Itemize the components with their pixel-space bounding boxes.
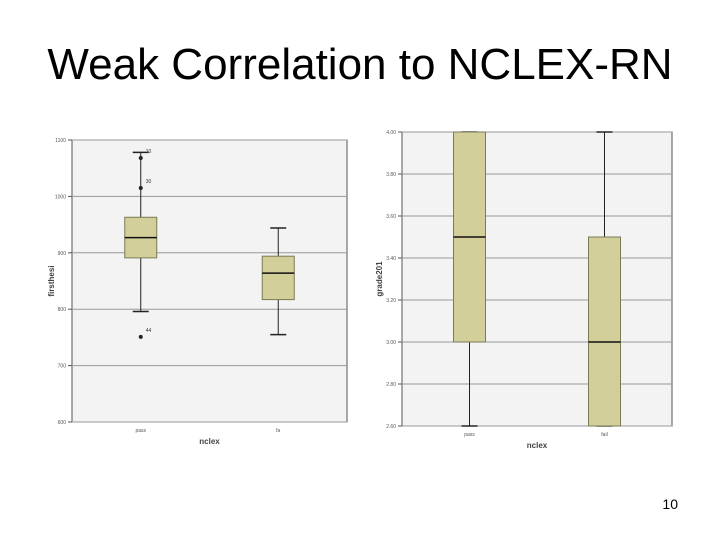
- y-tick-label: 800: [58, 307, 67, 313]
- boxplot-firsthesi: 600 700 800 900 1000 1100 pass fa 10 30 44 nclex fir…: [47, 138, 348, 446]
- y-tick-label: 600: [58, 420, 67, 426]
- y-tick-label: 3.80: [386, 172, 396, 178]
- y-tick-label: 4.00: [386, 130, 396, 136]
- y-tick-label: 700: [58, 364, 67, 370]
- x-tick-label: pass: [135, 428, 146, 434]
- x-tick-label: fail: [601, 432, 607, 438]
- outlier-point: [138, 156, 143, 161]
- y-tick-label: 3.00: [386, 340, 396, 346]
- y-tick-label: 2.80: [386, 382, 396, 388]
- slide-number: 10: [662, 496, 678, 512]
- x-tick-label: fa: [276, 428, 280, 434]
- y-tick-label: 1100: [55, 138, 66, 144]
- slide-title: Weak Correlation to NCLEX-RN: [47, 40, 673, 89]
- x-tick-label: pass: [464, 432, 475, 438]
- box-fail: [588, 236, 621, 427]
- outlier-label: 30: [146, 179, 152, 185]
- x-axis-label: nclex: [199, 437, 220, 446]
- outlier-label: 10: [146, 149, 152, 155]
- y-tick-label: 900: [58, 251, 67, 257]
- y-tick-label: 2.60: [386, 424, 396, 430]
- y-tick-label: 3.60: [386, 214, 396, 220]
- y-tick-label: 3.20: [386, 298, 396, 304]
- outlier-point: [138, 334, 143, 339]
- y-axis-label: firsthesi: [47, 265, 56, 296]
- plot-area: [71, 139, 348, 423]
- plot-area: [401, 131, 673, 427]
- y-tick-label: 1000: [55, 194, 66, 200]
- box-fail: [261, 255, 295, 301]
- x-axis-label: nclex: [527, 441, 548, 450]
- y-axis-label: grade201: [375, 261, 384, 297]
- outlier-label: 44: [146, 328, 152, 334]
- y-tick-label: 3.40: [386, 256, 396, 262]
- boxplot-grade201: 2.60 2.80 3.00 3.20 3.40 3.60 3.80 4.00 pass fail…: [375, 130, 673, 450]
- outlier-point: [138, 186, 143, 191]
